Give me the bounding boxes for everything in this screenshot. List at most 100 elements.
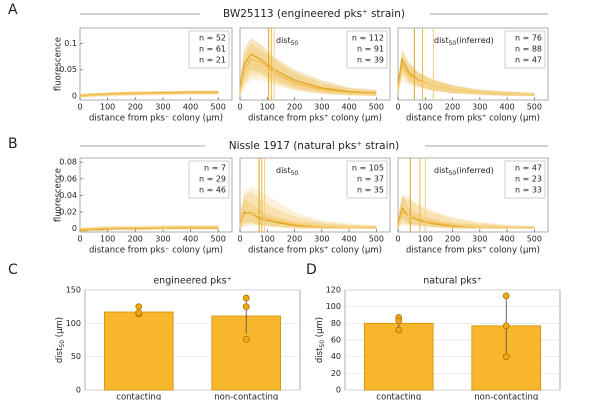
x-tick-label: 200 bbox=[287, 103, 302, 112]
annotation-part: dist bbox=[434, 166, 449, 175]
x-axis-label: distance from pks⁻ colony (μm) bbox=[89, 114, 223, 124]
annotation-part: 50 bbox=[291, 170, 299, 177]
y-tick-label: 150 bbox=[66, 286, 81, 295]
x-tick-label: 200 bbox=[445, 235, 460, 244]
data-point bbox=[395, 326, 403, 334]
annotation-part: (inferred) bbox=[456, 36, 494, 45]
panel-letter: B bbox=[8, 136, 18, 152]
legend-entry: n = 105 bbox=[352, 164, 384, 173]
y-tick-label: 0.05 bbox=[59, 65, 77, 74]
x-tick-label: contacting bbox=[116, 393, 161, 400]
mean-line bbox=[80, 226, 219, 230]
legend-box bbox=[346, 160, 388, 199]
x-tick-label: 400 bbox=[499, 103, 514, 112]
annotation-part: 50 bbox=[449, 40, 457, 47]
x-tick-label: 0 bbox=[395, 103, 400, 112]
y-tick-label: 0 bbox=[72, 91, 77, 100]
x-tick-label: 500 bbox=[369, 103, 384, 112]
y-tick-label: 80 bbox=[331, 319, 341, 328]
x-tick-label: 400 bbox=[183, 103, 198, 112]
y-axis-label-part: 50 bbox=[59, 340, 66, 348]
y-axis-label-part: (μm) bbox=[55, 317, 65, 340]
x-tick-label: 100 bbox=[260, 103, 275, 112]
band bbox=[398, 48, 535, 96]
x-tick-label: 300 bbox=[155, 235, 170, 244]
y-axis-label: fluorescence bbox=[54, 37, 64, 91]
x-tick-label: 400 bbox=[341, 235, 356, 244]
mean-line bbox=[397, 214, 535, 229]
y-tick-label: 0 bbox=[76, 386, 81, 395]
data-point bbox=[502, 353, 510, 361]
x-tick-label: non-contacting bbox=[474, 393, 538, 400]
y-tick-label: 20 bbox=[331, 369, 341, 378]
annotation-part: dist bbox=[276, 166, 291, 175]
legend-box bbox=[504, 30, 546, 69]
legend-entry: n = 61 bbox=[199, 45, 226, 54]
bar bbox=[363, 322, 434, 391]
x-tick-label: 300 bbox=[314, 103, 329, 112]
x-tick-label: 500 bbox=[369, 235, 384, 244]
legend-entry: n = 33 bbox=[515, 186, 542, 195]
legend-entry: n = 29 bbox=[199, 175, 226, 184]
legend-entry: n = 39 bbox=[357, 56, 384, 65]
x-tick-label: 200 bbox=[128, 235, 143, 244]
y-tick-label: 0.1 bbox=[64, 39, 77, 48]
x-tick-label: 0 bbox=[237, 103, 242, 112]
band bbox=[398, 195, 535, 229]
annotation-part: 50 bbox=[291, 40, 299, 47]
annotation: dist50(inferred) bbox=[434, 166, 494, 177]
mean-line bbox=[79, 92, 219, 98]
plot-frame bbox=[239, 27, 391, 101]
band bbox=[240, 187, 377, 229]
legend-entry: n = 21 bbox=[199, 56, 226, 65]
plot-frame bbox=[79, 27, 233, 101]
x-tick-label: 400 bbox=[183, 235, 198, 244]
x-tick-label: 0 bbox=[77, 103, 82, 112]
plot-frame bbox=[79, 157, 233, 233]
data-point bbox=[242, 303, 250, 311]
x-tick-label: 100 bbox=[100, 103, 115, 112]
plot-frame bbox=[397, 27, 549, 101]
y-tick-label: 100 bbox=[66, 319, 81, 328]
x-axis-label: distance from pks⁺ colony (μm) bbox=[406, 246, 540, 256]
y-tick-label: 120 bbox=[326, 286, 341, 295]
y-axis-label-part: (μm) bbox=[315, 317, 325, 340]
x-tick-label: contacting bbox=[376, 393, 421, 400]
plot-frame bbox=[397, 157, 549, 233]
legend-entry: n = 23 bbox=[515, 175, 542, 184]
legend-box bbox=[188, 30, 230, 69]
annotation: dist50 bbox=[276, 36, 298, 47]
x-tick-label: 100 bbox=[418, 103, 433, 112]
x-tick-label: 200 bbox=[445, 103, 460, 112]
chart-title: engineered pks⁺ bbox=[153, 276, 231, 287]
bar bbox=[103, 311, 174, 391]
x-axis-label: distance from pks⁻ colony (μm) bbox=[89, 246, 223, 256]
band bbox=[398, 59, 535, 96]
x-tick-label: 500 bbox=[527, 103, 542, 112]
x-tick-label: 100 bbox=[100, 235, 115, 244]
legend-entry: n = 35 bbox=[357, 186, 384, 195]
data-point bbox=[502, 322, 510, 330]
legend-entry: n = 88 bbox=[515, 45, 542, 54]
y-axis-label: dist50 (μm) bbox=[315, 317, 326, 363]
legend-box bbox=[504, 160, 546, 199]
legend-entry: n = 46 bbox=[199, 186, 226, 195]
y-axis-label: dist50 (μm) bbox=[55, 317, 66, 363]
y-tick-label: 100 bbox=[326, 302, 341, 311]
data-point bbox=[502, 292, 510, 300]
y-tick-label: 0.04 bbox=[59, 191, 77, 200]
y-axis-label-part: dist bbox=[55, 347, 65, 363]
band bbox=[398, 195, 535, 229]
legend-entry: n = 47 bbox=[515, 56, 542, 65]
x-tick-label: 200 bbox=[287, 235, 302, 244]
legend-entry: n = 52 bbox=[199, 34, 226, 43]
x-tick-label: non-contacting bbox=[214, 393, 278, 400]
y-axis-label-part: 50 bbox=[319, 340, 326, 348]
legend-box bbox=[188, 160, 230, 199]
panel-letter: A bbox=[8, 2, 18, 18]
x-tick-label: 0 bbox=[77, 235, 82, 244]
annotation-part: 50 bbox=[449, 170, 457, 177]
x-tick-label: 100 bbox=[260, 235, 275, 244]
band bbox=[240, 199, 377, 229]
panel-letter: D bbox=[306, 262, 317, 278]
